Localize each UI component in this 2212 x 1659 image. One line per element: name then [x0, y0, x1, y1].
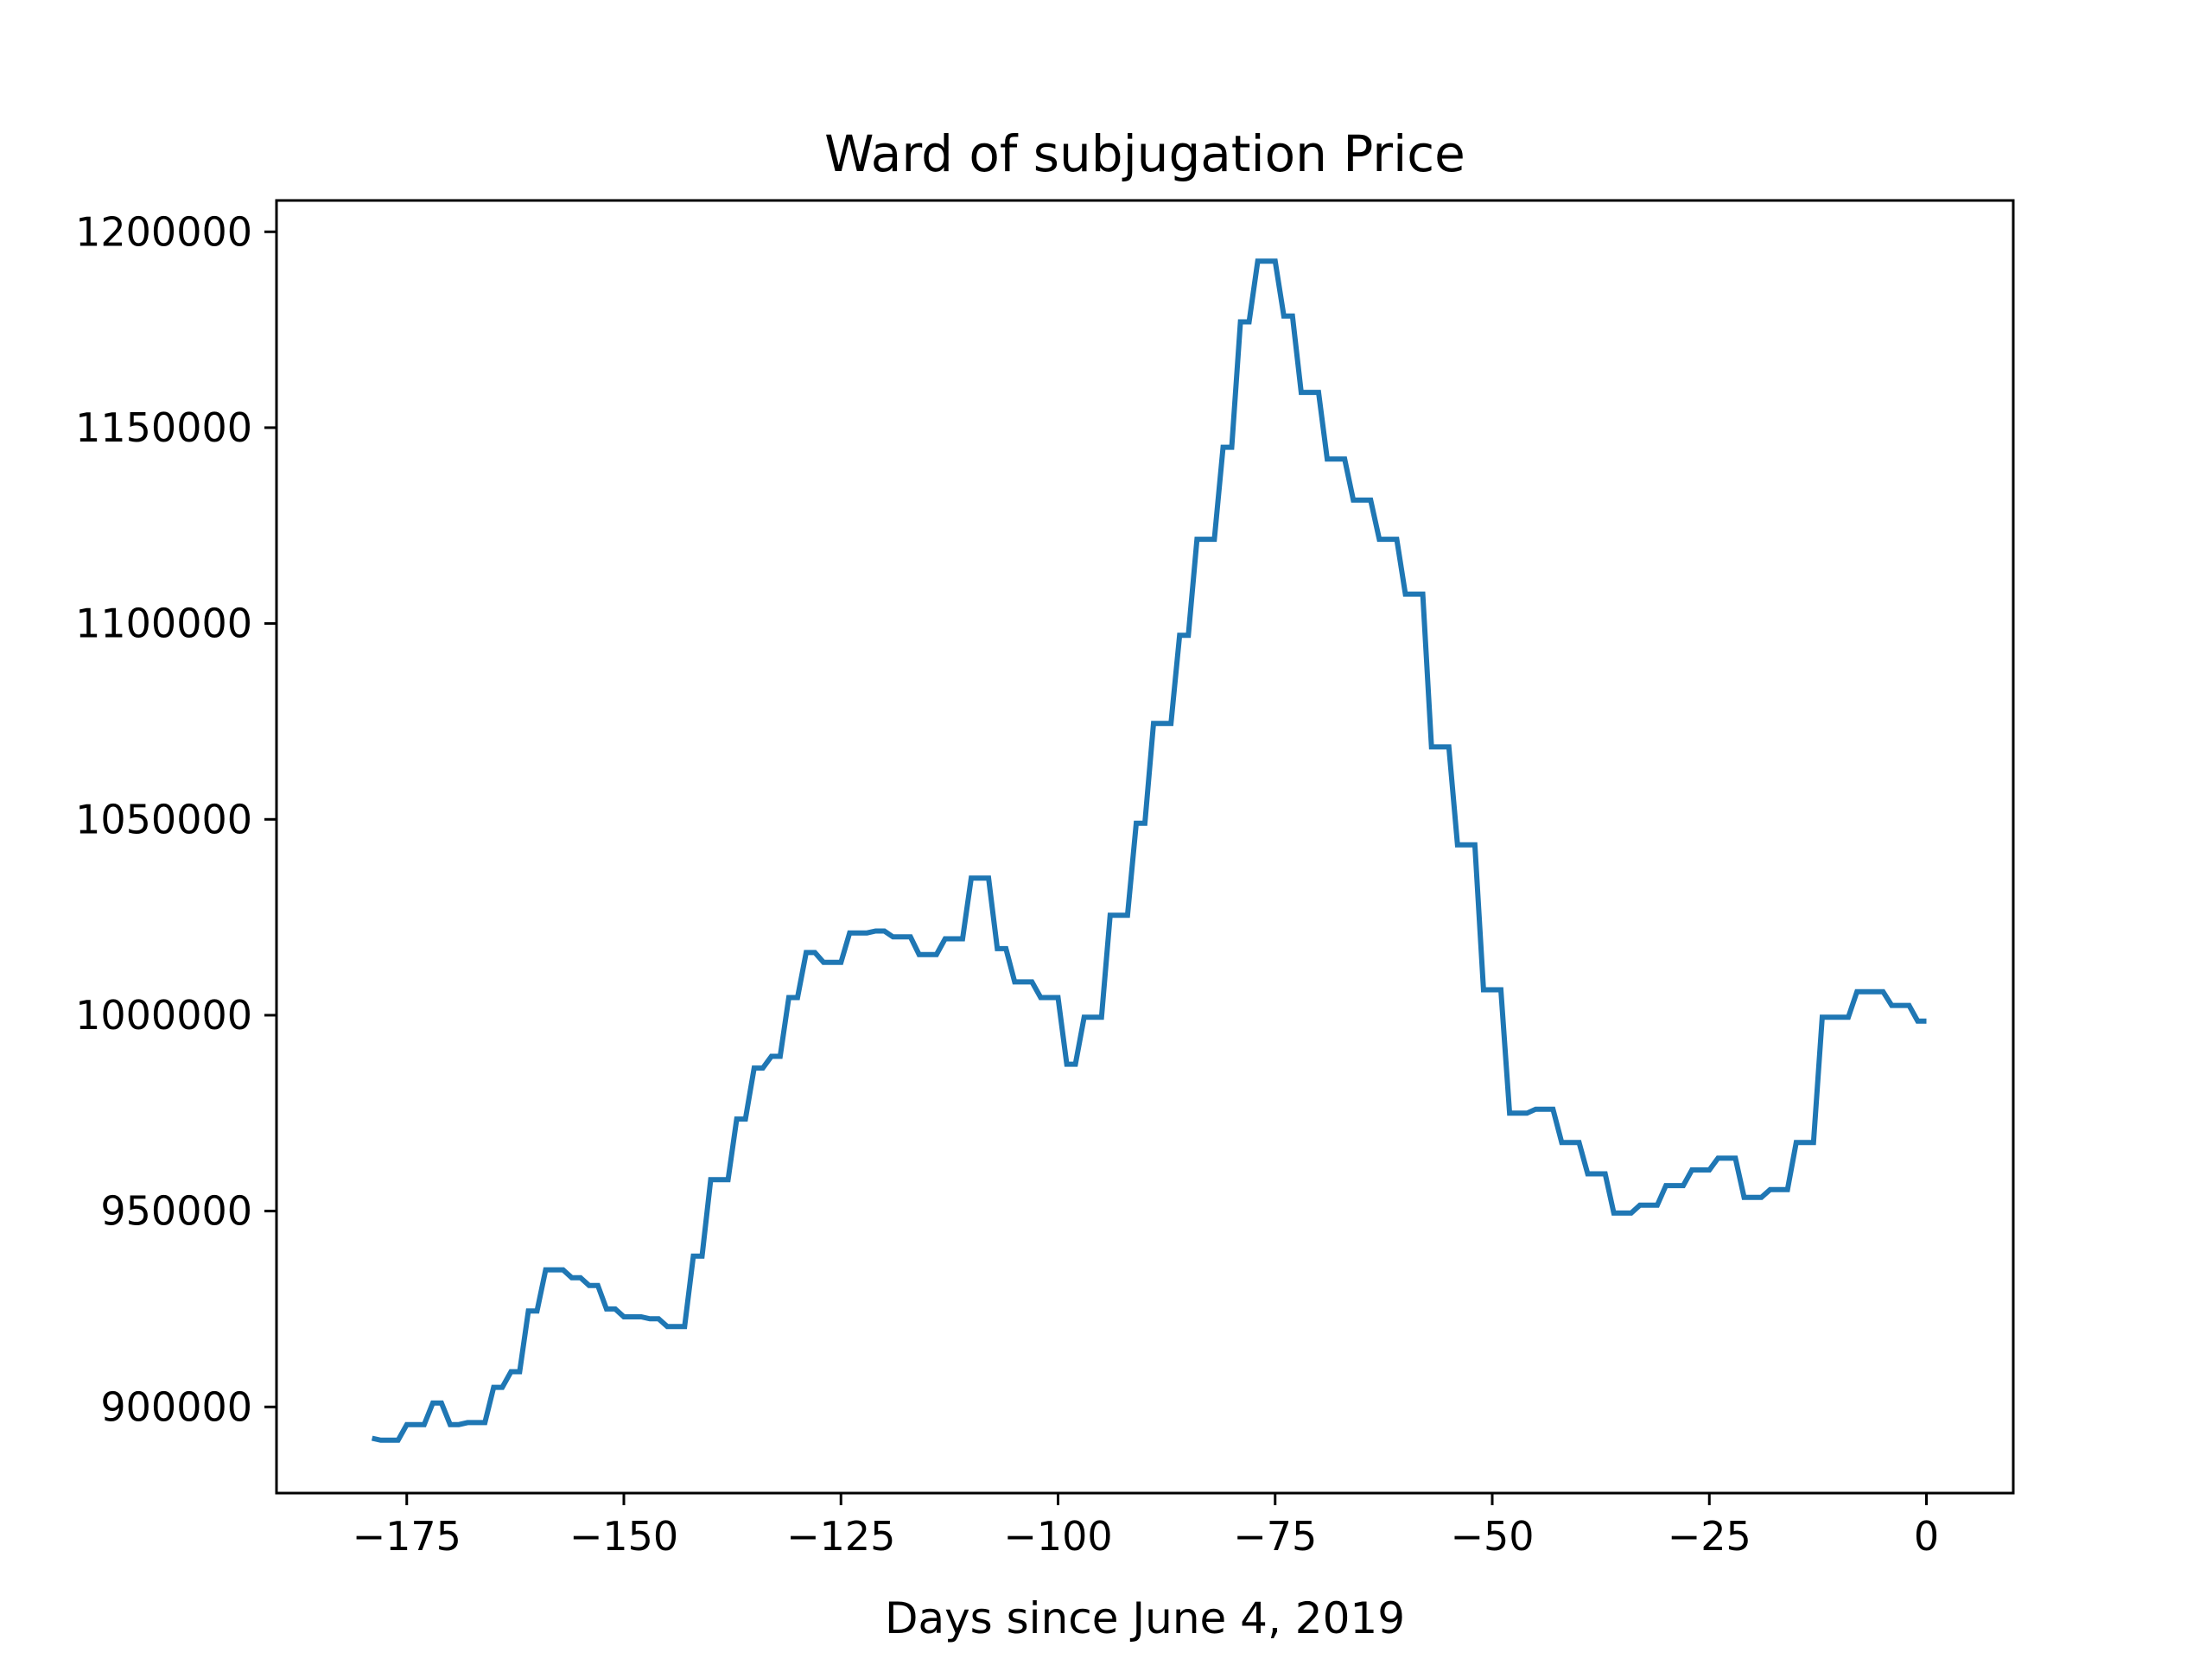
y-tick-label: 1050000 [75, 796, 252, 842]
y-tick-label: 1000000 [75, 992, 252, 1039]
x-tick-label: −150 [569, 1513, 678, 1560]
y-tick-label: 1150000 [75, 404, 252, 451]
x-tick-label: −25 [1668, 1513, 1751, 1560]
series-line [371, 258, 1927, 1443]
y-tick-label: 1100000 [75, 601, 252, 647]
x-tick-label: −100 [1003, 1513, 1112, 1560]
y-tick-label: 1200000 [75, 208, 252, 255]
x-tick-label: −125 [786, 1513, 895, 1560]
x-tick-label: −75 [1233, 1513, 1317, 1560]
x-tick-label: −50 [1450, 1513, 1534, 1560]
x-tick-label: 0 [1914, 1513, 1939, 1560]
plot-area [371, 258, 1927, 1443]
x-tick-label: −175 [353, 1513, 461, 1560]
x-axis-label: Days since June 4, 2019 [885, 1593, 1405, 1643]
axis-ticks: −175 −150 −125 −100 −75 −50 −25 0 900000 950000 10… [75, 208, 1939, 1560]
plot-frame [275, 199, 2015, 1495]
chart-title: Ward of subjugation Price [824, 124, 1465, 183]
y-tick-label: 950000 [100, 1188, 252, 1235]
y-tick-label: 900000 [100, 1383, 252, 1430]
